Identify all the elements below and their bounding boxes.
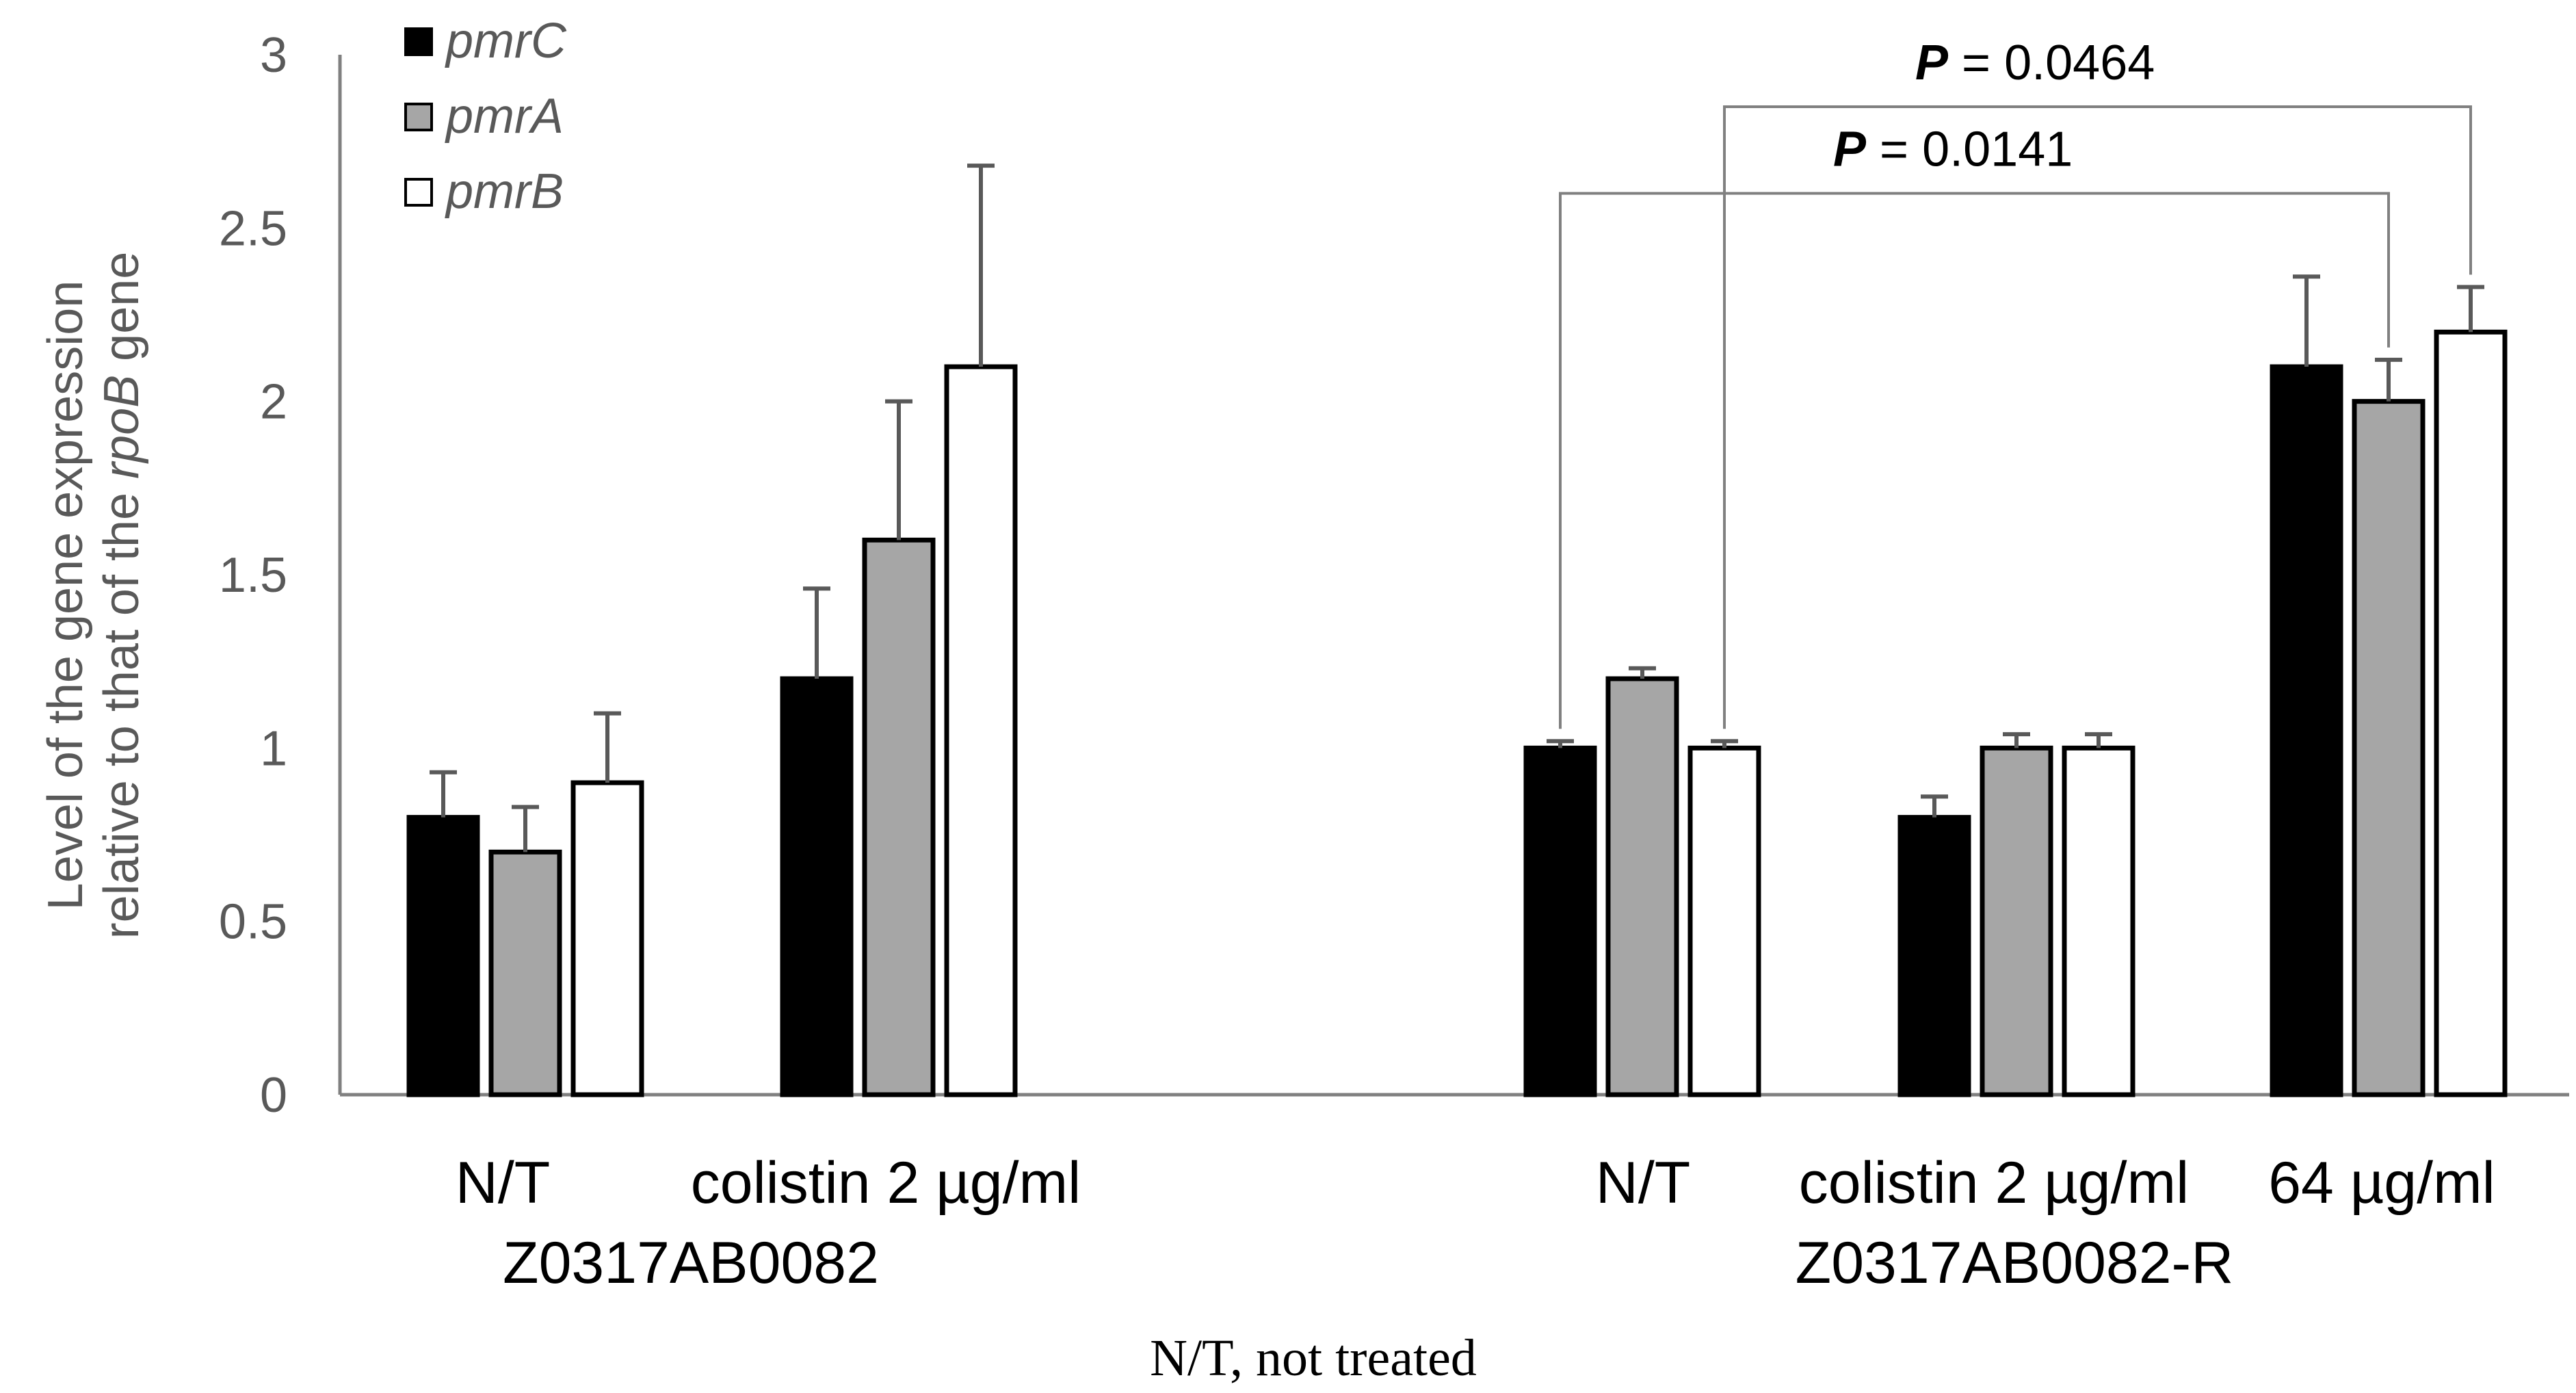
legend: pmrC pmrA pmrB [404, 14, 567, 219]
y-axis-title-line2-post: gene [94, 252, 149, 375]
bar-pmrB [2062, 745, 2135, 1097]
y-tick-label: 1 [260, 721, 287, 776]
legend-label-pmrB: pmrB [445, 164, 564, 219]
bar-pmrC [406, 815, 480, 1097]
category-label-nt-1: N/T [456, 1150, 551, 1216]
p-value-symbol: P [1833, 122, 1867, 177]
y-tick-label: 2 [260, 375, 287, 430]
bar-pmrA [1980, 745, 2053, 1097]
category-label-nt-2: N/T [1596, 1150, 1691, 1216]
p-value-text: = 0.0464 [1948, 36, 2155, 90]
bar-pmrC [780, 676, 854, 1097]
bar-pmrC [1523, 745, 1597, 1097]
bar-pmrB [1687, 745, 1761, 1097]
bar-pmrB [2434, 329, 2508, 1097]
bar-pmrB [570, 780, 644, 1097]
p-value-text: = 0.0141 [1866, 122, 2073, 177]
y-tick-label: 1.5 [219, 548, 287, 603]
p-value-label: P = 0.0464 [1915, 36, 2155, 90]
p-value-symbol: P [1915, 36, 1949, 90]
y-axis-title-line2-pre: relative to that of the [94, 479, 149, 939]
y-axis-title-gene: rpoB [94, 375, 149, 479]
legend-label-pmrA: pmrA [445, 89, 564, 144]
y-tick-label: 2.5 [219, 201, 287, 256]
y-axis-title-line1: Level of the gene expression [38, 281, 93, 911]
legend-label-pmrC: pmrC [445, 14, 567, 68]
category-label-64: 64 µg/ml [2268, 1150, 2495, 1216]
legend-swatch-pmrB [404, 178, 433, 207]
bars [406, 329, 2508, 1097]
legend-swatch-pmrA [404, 103, 433, 131]
y-tick-label: 0 [260, 1068, 287, 1123]
y-ticks: 0 0.5 1 1.5 2 2.5 3 [219, 28, 287, 1123]
bar-pmrC [2270, 364, 2343, 1097]
y-axis-title-line2: relative to that of the rpoB gene [94, 252, 149, 939]
group-label-z0317ab0082-r: Z0317AB0082-R [1796, 1230, 2234, 1296]
bar-pmrA [2352, 399, 2426, 1097]
bar-pmrB [944, 364, 1018, 1097]
category-label-colistin-1: colistin 2 µg/ml [691, 1150, 1081, 1216]
y-tick-label: 0.5 [219, 895, 287, 950]
p-value-label: P = 0.0141 [1833, 122, 2073, 177]
y-tick-label: 3 [260, 28, 287, 83]
bar-pmrA [862, 537, 936, 1097]
bar-pmrA [1605, 676, 1679, 1097]
legend-swatch-pmrC [404, 27, 433, 56]
error-bars [430, 164, 2484, 852]
group-label-z0317ab0082: Z0317AB0082 [503, 1230, 879, 1296]
significance-bracket [1723, 105, 2472, 729]
bar-pmrC [1897, 815, 1971, 1097]
category-label-colistin-2: colistin 2 µg/ml [1799, 1150, 2190, 1216]
footnote: N/T, not treated [1150, 1329, 1477, 1387]
significance-bracket [1559, 192, 2390, 729]
bar-pmrA [488, 849, 562, 1097]
